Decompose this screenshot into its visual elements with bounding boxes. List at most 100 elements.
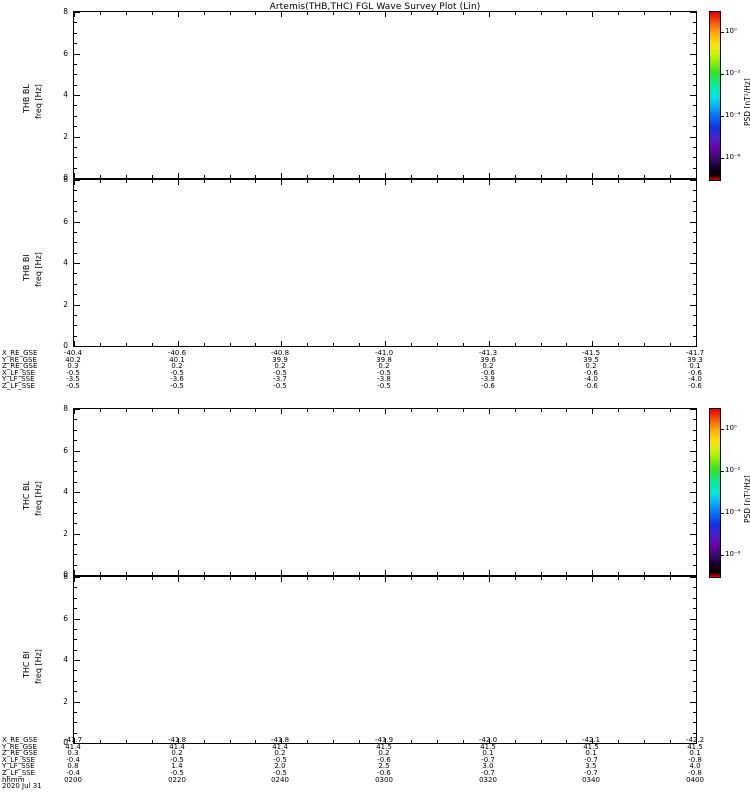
y-tick [74,523,77,524]
y-tick-label: 8 [63,7,68,16]
x-tick [644,572,645,575]
y-tick [693,232,696,233]
y-tick [74,430,77,431]
annotation-value: -41.8 [270,736,290,744]
x-tick [592,409,593,414]
x-tick [670,572,671,575]
x-tick [281,738,282,743]
x-tick [307,577,308,580]
y-tick [74,565,77,566]
x-tick [152,577,153,580]
x-tick [100,740,101,743]
x-tick [74,173,75,178]
y-tick [693,544,696,545]
y-tick [74,157,77,158]
y-tick [74,650,77,651]
panel-axis-label-thc-bl: freq [Hz] [34,481,43,516]
x-tick [618,740,619,743]
x-tick [515,572,516,575]
x-tick [644,175,645,178]
x-tick [281,12,282,17]
x-tick [152,175,153,178]
x-tick [333,175,334,178]
x-tick [670,175,671,178]
y-tick [74,85,77,86]
annotation-value: -0.5 [273,382,287,390]
y-tick [693,105,696,106]
y-tick [74,325,77,326]
annotation-value: -0.7 [584,755,598,764]
x-tick [670,12,671,15]
y-tick [693,201,696,202]
y-tick [74,12,80,13]
annotation-value: 41.5 [376,742,392,751]
y-tick [690,95,696,96]
x-tick [204,409,205,412]
x-tick [74,341,75,346]
colorbar-tick [721,429,724,430]
colorbar-tick-label: 10⁻⁶ [725,153,741,161]
colorbar-tick-label: 10⁻⁴ [725,508,741,516]
y-tick [690,619,696,620]
y-tick [74,419,77,420]
annotation-value: 39.5 [583,355,599,364]
annotation-value: 0.2 [171,749,183,758]
annotation-value: -41.7 [63,736,83,744]
annotation-value: -0.7 [481,755,495,764]
x-tick [618,175,619,178]
plot-date: 2020 Jul 31 [2,782,42,791]
y-tick [693,315,696,316]
annotation-value: 0.2 [378,749,390,758]
x-tick [281,180,282,185]
annotation-value: -0.6 [481,382,495,390]
y-tick [693,587,696,588]
y-tick-label: 0 [63,738,68,747]
annotation-value: -0.6 [377,769,391,777]
annotation-value: 0.2 [274,362,286,371]
y-tick [693,461,696,462]
x-tick [359,577,360,580]
colorbar-tick [721,74,724,75]
annotation-row: Z_LF_SSE -0.5 -0.5 -0.5 -0.5 -0.6 -0.6 -0.6 [0,383,750,390]
x-tick [255,577,256,580]
x-tick [644,343,645,346]
annotation-value: -0.7 [584,769,598,777]
annotation-value: 0.2 [274,749,286,758]
x-tick [74,180,75,185]
annotation-value: 0220 [168,775,186,784]
x-tick [670,577,671,580]
x-tick [333,343,334,346]
x-tick [566,409,567,412]
y-tick [74,180,80,181]
annotation-value: 0.8 [67,762,79,771]
x-tick [618,409,619,412]
annotation-value: 39.8 [376,355,392,364]
y-tick [690,409,696,410]
x-tick [152,740,153,743]
colorbar-tick-label: 10⁻⁴ [725,111,741,119]
y-tick [690,346,696,347]
annotation-value: -0.5 [170,368,184,377]
y-tick [74,554,77,555]
x-tick [178,180,179,185]
y-tick [693,471,696,472]
x-tick [411,175,412,178]
x-tick [411,572,412,575]
x-tick [359,409,360,412]
y-tick [690,12,696,13]
annotation-value: -42.1 [581,736,601,744]
annotation-value: 40.2 [65,355,81,364]
y-tick [693,722,696,723]
x-tick [385,180,386,185]
y-tick [74,43,77,44]
x-tick [126,409,127,412]
annotation-value: 1.4 [171,762,183,771]
y-tick [74,598,77,599]
y-tick [693,598,696,599]
x-tick [566,343,567,346]
x-tick [204,572,205,575]
y-tick [693,650,696,651]
colorbar-gradient [709,11,721,181]
y-tick [693,430,696,431]
x-tick [411,740,412,743]
